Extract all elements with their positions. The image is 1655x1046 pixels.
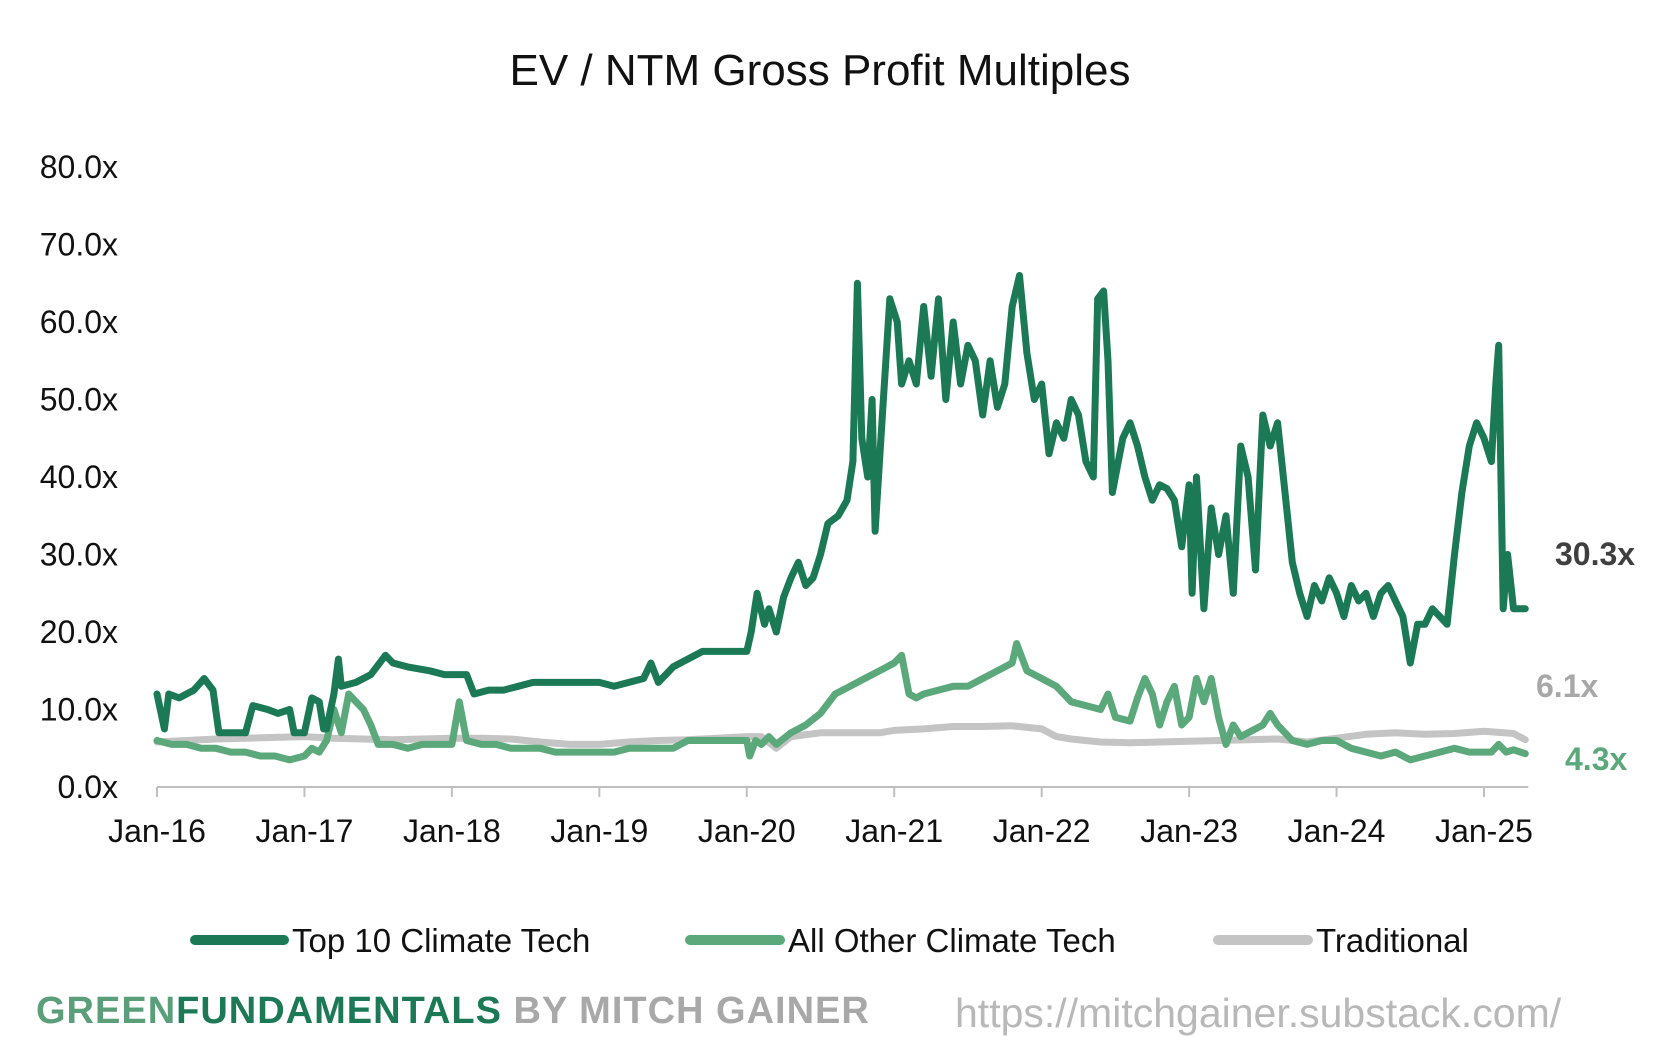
y-tick-label: 40.0x bbox=[40, 459, 118, 495]
y-tick-label: 80.0x bbox=[40, 149, 118, 185]
chart-title: EV / NTM Gross Profit Multiples bbox=[509, 46, 1130, 95]
y-tick-label: 10.0x bbox=[40, 692, 118, 728]
y-tick-label: 70.0x bbox=[40, 227, 118, 263]
brand-author: BY MITCH GAINER bbox=[501, 990, 870, 1032]
legend: Top 10 Climate Tech All Other Climate Tec… bbox=[190, 922, 1469, 959]
end-label: 30.3x bbox=[1555, 536, 1635, 572]
brand-green: GREEN bbox=[36, 990, 177, 1032]
legend-label: Top 10 Climate Tech bbox=[292, 922, 590, 959]
y-tick-label: 50.0x bbox=[40, 382, 118, 418]
x-tick-label: Jan-25 bbox=[1435, 813, 1533, 849]
x-tick-label: Jan-16 bbox=[108, 813, 206, 849]
source-url: https://mitchgainer.substack.com/ bbox=[955, 990, 1562, 1036]
x-tick-label: Jan-18 bbox=[403, 813, 501, 849]
legend-label: All Other Climate Tech bbox=[788, 922, 1116, 959]
end-label: 6.1x bbox=[1536, 668, 1598, 704]
x-tick-label: Jan-22 bbox=[993, 813, 1091, 849]
x-tick-label: Jan-23 bbox=[1140, 813, 1238, 849]
series-line-1 bbox=[153, 640, 1529, 764]
legend-label: Traditional bbox=[1316, 922, 1469, 959]
brand-fundamentals: FUNDAMENTALS bbox=[176, 990, 502, 1032]
x-tick-label: Jan-17 bbox=[256, 813, 354, 849]
y-tick-label: 0.0x bbox=[58, 769, 118, 805]
x-tick-label: Jan-24 bbox=[1288, 813, 1386, 849]
x-axis: Jan-16 Jan-17 Jan-18 Jan-19 Jan-20 Jan-21 Jan-… bbox=[108, 786, 1533, 849]
series-line-2 bbox=[153, 722, 1529, 752]
plot-area bbox=[153, 272, 1529, 764]
x-tick-label: Jan-21 bbox=[845, 813, 943, 849]
x-tick-label: Jan-19 bbox=[550, 813, 648, 849]
x-tick-label: Jan-20 bbox=[698, 813, 796, 849]
y-tick-label: 60.0x bbox=[40, 304, 118, 340]
y-tick-label: 30.0x bbox=[40, 537, 118, 573]
end-labels: 30.3x 4.3x 6.1x bbox=[1536, 536, 1635, 777]
series-line-0 bbox=[153, 272, 1529, 737]
brand-logo: GREENFUNDAMENTALS BY MITCH GAINER bbox=[36, 990, 870, 1033]
y-tick-label: 20.0x bbox=[40, 614, 118, 650]
end-label: 4.3x bbox=[1565, 741, 1627, 777]
y-axis: 0.0x 10.0x 20.0x 30.0x 40.0x 50.0x 60.0x 70.0x 8… bbox=[40, 149, 118, 805]
